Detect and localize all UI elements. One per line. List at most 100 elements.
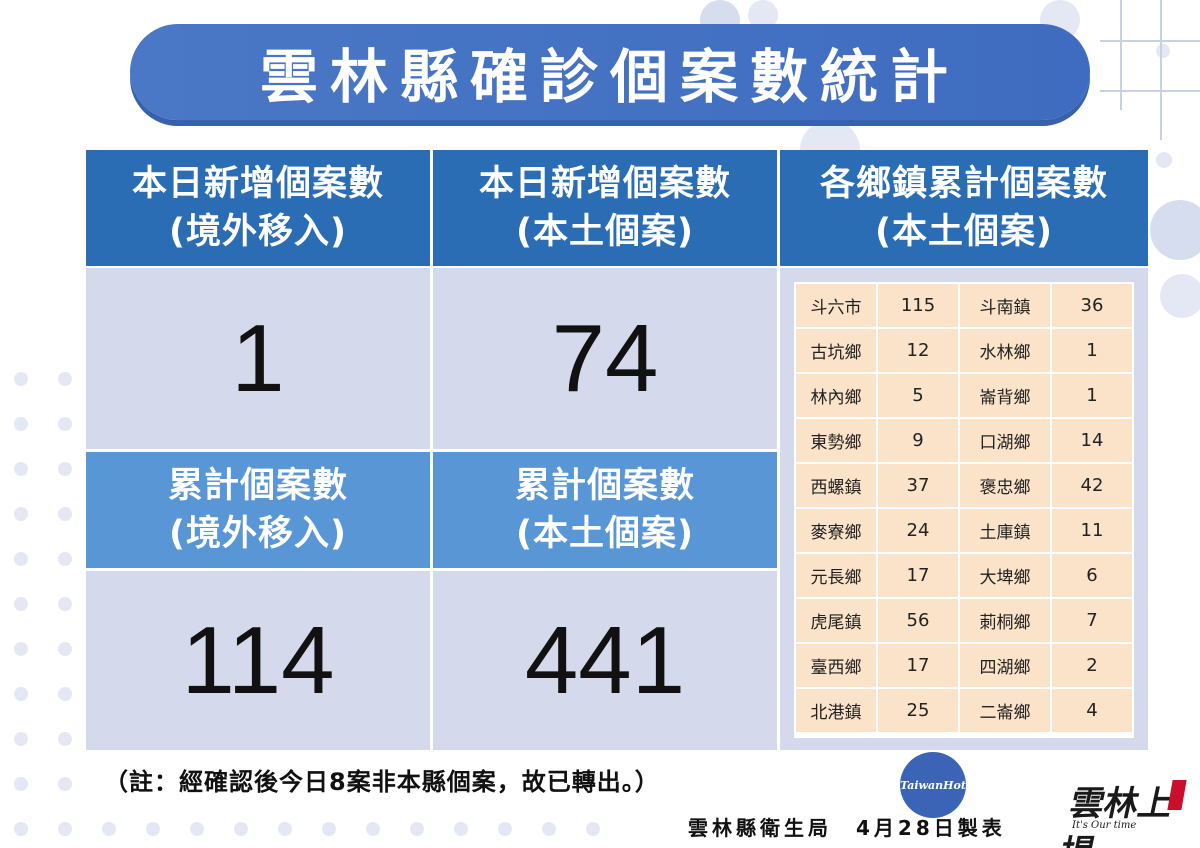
decorative-dot	[58, 507, 72, 521]
town-name: 四湖鄉	[960, 644, 1050, 687]
decorative-dot	[1156, 44, 1170, 58]
value-total-imported: 114	[86, 571, 430, 750]
decorative-dot	[14, 777, 28, 791]
town-count: 5	[878, 374, 958, 417]
town-name: 斗六市	[796, 284, 876, 327]
town-name: 臺西鄉	[796, 644, 876, 687]
town-count: 36	[1052, 284, 1132, 327]
town-name: 大埤鄉	[960, 554, 1050, 597]
header-today-local: 本日新增個案數 (本土個案)	[433, 150, 777, 266]
town-count: 17	[878, 644, 958, 687]
town-name: 口湖鄉	[960, 419, 1050, 462]
decorative-dot	[58, 732, 72, 746]
header-line: (境外移入)	[169, 212, 347, 252]
footer-agency: 雲林縣衛生局	[688, 816, 832, 840]
decorative-dot	[14, 732, 28, 746]
header-line: (本土個案)	[516, 514, 694, 554]
town-count: 6	[1052, 554, 1132, 597]
town-count: 37	[878, 464, 958, 507]
value-total-local: 441	[433, 571, 777, 750]
decorative-dot	[586, 822, 600, 836]
decorative-dot	[366, 822, 380, 836]
town-name: 麥寮鄉	[796, 509, 876, 552]
town-count: 24	[878, 509, 958, 552]
decorative-dot	[146, 822, 160, 836]
header-line: 本日新增個案數	[478, 164, 731, 204]
header-line: 累計個案數	[514, 466, 695, 506]
decorative-dot	[58, 597, 72, 611]
town-count: 1	[1052, 329, 1132, 372]
town-count: 1	[1052, 374, 1132, 417]
town-count: 7	[1052, 599, 1132, 642]
town-name: 土庫鎮	[960, 509, 1050, 552]
town-name: 元長鄉	[796, 554, 876, 597]
decorative-dot	[14, 417, 28, 431]
decorative-dot	[58, 822, 72, 836]
decorative-dot	[14, 597, 28, 611]
header-today-imported: 本日新增個案數 (境外移入)	[86, 150, 430, 266]
stat-number: 441	[524, 606, 686, 714]
town-count: 14	[1052, 419, 1132, 462]
decorative-dot	[58, 552, 72, 566]
decorative-dot	[1160, 274, 1200, 318]
header-line: (境外移入)	[169, 514, 347, 554]
town-name: 古坑鄉	[796, 329, 876, 372]
decorative-dot	[14, 507, 28, 521]
decorative-dot	[190, 822, 204, 836]
town-count: 11	[1052, 509, 1132, 552]
town-count: 2	[1052, 644, 1132, 687]
decorative-dot	[234, 822, 248, 836]
footer-credit: 雲林縣衛生局 4月28日製表	[688, 812, 1006, 841]
header-line: 本日新增個案數	[131, 164, 384, 204]
footnote: （註：經確認後今日8案非本縣個案，故已轉出。）	[104, 768, 660, 796]
town-name: 莿桐鄉	[960, 599, 1050, 642]
decorative-dot	[14, 822, 28, 836]
town-name: 褒忠鄉	[960, 464, 1050, 507]
decorative-dot	[58, 372, 72, 386]
header-line: (本土個案)	[516, 212, 694, 252]
decorative-dot	[410, 822, 424, 836]
yunlin-logo: 雲林上場 It's Our time	[1056, 774, 1192, 848]
footer-date: 4月28日製表	[856, 816, 1006, 840]
decorative-dot	[542, 822, 556, 836]
page-title: 雲林縣確診個案數統計	[259, 43, 960, 111]
stat-number: 1	[231, 304, 285, 412]
decorative-dot	[58, 777, 72, 791]
decorative-dot	[14, 642, 28, 656]
town-count: 12	[878, 329, 958, 372]
decorative-dot	[58, 462, 72, 476]
stat-number: 114	[181, 606, 335, 714]
decorative-dot	[14, 687, 28, 701]
town-name: 斗南鎮	[960, 284, 1050, 327]
decorative-grid-line	[1100, 40, 1200, 42]
decorative-dot	[58, 417, 72, 431]
header-line: (本土個案)	[875, 212, 1053, 252]
header-total-imported: 累計個案數 (境外移入)	[86, 452, 430, 568]
town-count: 25	[878, 689, 958, 732]
town-grid: 斗六市 115 斗南鎮 36 古坑鄉 12 水林鄉 1 林內鄉 5 崙背鄉 1 東勢鄉 9 口湖鄉 14 西螺鎮…	[796, 284, 1132, 732]
header-line: 累計個案數	[167, 466, 348, 506]
town-count: 115	[878, 284, 958, 327]
value-today-imported: 1	[86, 268, 430, 449]
header-town-cumulative: 各鄉鎮累計個案數 (本土個案)	[780, 150, 1148, 266]
decorative-grid-line	[1120, 0, 1122, 110]
decorative-dot	[1150, 200, 1200, 260]
town-count: 42	[1052, 464, 1132, 507]
value-today-local: 74	[433, 268, 777, 449]
decorative-grid-line	[1160, 0, 1162, 140]
town-table-panel: 斗六市 115 斗南鎮 36 古坑鄉 12 水林鄉 1 林內鄉 5 崙背鄉 1 東勢鄉 9 口湖鄉 14 西螺鎮…	[780, 268, 1148, 750]
header-line: 各鄉鎮累計個案數	[819, 164, 1108, 204]
decorative-dot	[58, 642, 72, 656]
decorative-dot	[14, 462, 28, 476]
decorative-dot	[14, 372, 28, 386]
town-name: 西螺鎮	[796, 464, 876, 507]
logo-tagline: It's Our time	[1072, 820, 1137, 831]
decorative-grid-line	[1100, 90, 1200, 92]
town-table: 斗六市 115 斗南鎮 36 古坑鄉 12 水林鄉 1 林內鄉 5 崙背鄉 1 東勢鄉 9 口湖鄉 14 西螺鎮…	[794, 282, 1134, 738]
stat-number: 74	[551, 304, 659, 412]
title-banner: 雲林縣確診個案數統計	[130, 24, 1090, 120]
decorative-dot	[102, 822, 116, 836]
town-name: 水林鄉	[960, 329, 1050, 372]
decorative-dot	[278, 822, 292, 836]
town-count: 17	[878, 554, 958, 597]
